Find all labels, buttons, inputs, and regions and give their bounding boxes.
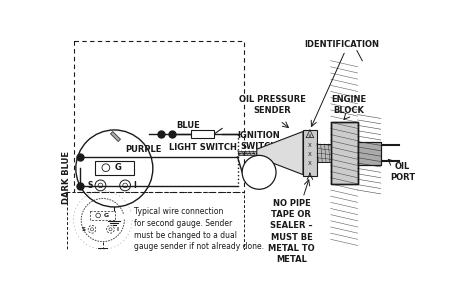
Text: X: X [308, 143, 312, 148]
Text: DARK BLUE: DARK BLUE [62, 151, 71, 204]
Text: S: S [82, 227, 86, 232]
Text: A: A [260, 168, 264, 173]
Text: BLUE: BLUE [176, 121, 200, 130]
Text: X: X [308, 134, 312, 139]
Text: NO PIPE
TAPE OR
SEALER –
MUST BE
METAL TO
METAL: NO PIPE TAPE OR SEALER – MUST BE METAL T… [268, 199, 315, 264]
Bar [331, 122, 358, 184]
Text: S: S [87, 181, 93, 190]
Bar [331, 122, 358, 184]
Polygon shape [257, 132, 303, 175]
Polygon shape [110, 132, 120, 142]
Bar [91, 211, 115, 220]
Bar [358, 142, 381, 165]
Bar [317, 144, 331, 162]
Text: IDENTIFICATION: IDENTIFICATION [304, 40, 379, 49]
Text: 0: 0 [264, 164, 267, 169]
Text: ENGINE
BLOCK: ENGINE BLOCK [332, 95, 367, 115]
Bar [237, 151, 257, 155]
Text: Typical wire connection
for second gauge. Sender
must be changed to a dual
gauge: Typical wire connection for second gauge… [134, 207, 264, 251]
Text: G: G [104, 213, 109, 218]
Bar [66, 192, 244, 250]
Circle shape [242, 155, 276, 189]
Text: PURPLE: PURPLE [125, 145, 162, 154]
Text: LIGHT SWITCH: LIGHT SWITCH [169, 143, 237, 152]
Text: G: G [115, 163, 122, 172]
Bar [358, 142, 381, 165]
Text: I: I [117, 227, 118, 232]
Bar [74, 41, 244, 192]
Text: OIL PRESSURE
SENDER: OIL PRESSURE SENDER [239, 95, 306, 115]
Text: ST: ST [247, 175, 255, 180]
Text: X: X [308, 152, 312, 157]
Text: X: X [308, 161, 312, 166]
Text: I: I [264, 175, 266, 180]
Text: OIL
PORT: OIL PORT [390, 162, 415, 182]
Text: I: I [133, 181, 136, 190]
Bar [95, 161, 134, 175]
Bar [191, 130, 214, 138]
Bar [303, 130, 317, 176]
Text: IGNITION
SWITCH: IGNITION SWITCH [238, 131, 281, 151]
